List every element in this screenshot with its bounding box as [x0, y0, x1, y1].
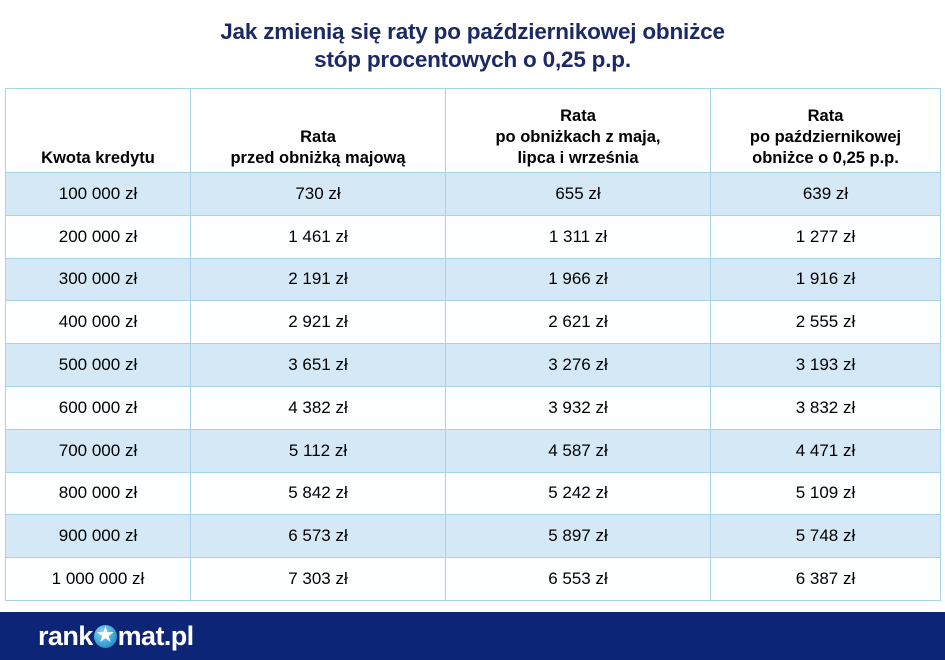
cell-after-may-jul-sep: 655 zł — [445, 172, 711, 216]
logo-text-before: rank — [38, 620, 93, 651]
table-header: Kwota kredytu Rata przed obniżką majową … — [5, 88, 941, 173]
star-icon-glyph: ★ — [96, 624, 114, 646]
cell-loan-amount: 100 000 zł — [5, 172, 191, 216]
cell-after-october: 639 zł — [710, 172, 941, 216]
column-header-after-october-line-3: obniżce o 0,25 p.p. — [752, 149, 899, 167]
cell-loan-amount: 300 000 zł — [5, 257, 191, 302]
table-row: 500 000 zł 3 651 zł 3 276 zł 3 193 zł — [5, 343, 941, 387]
cell-after-october: 5 109 zł — [710, 471, 941, 516]
cell-after-october: 3 832 zł — [710, 385, 941, 430]
table-body: 100 000 zł 730 zł 655 zł 639 zł 200 000 … — [5, 172, 941, 601]
cell-after-october: 6 387 zł — [710, 557, 941, 601]
column-header-after-october-line-1: Rata — [807, 107, 844, 125]
cell-after-october: 5 748 zł — [710, 514, 941, 559]
cell-before-may: 1 461 zł — [190, 214, 446, 259]
cell-after-october: 3 193 zł — [710, 343, 941, 387]
cell-loan-amount: 600 000 zł — [5, 385, 191, 430]
rankomat-logo[interactable]: rank ★ mat.pl — [38, 621, 194, 652]
page-title-line-1: Jak zmienią się raty po październikowej … — [220, 19, 725, 44]
column-header-before-may-line-1: Rata — [300, 128, 336, 146]
rates-table: Kwota kredytu Rata przed obniżką majową … — [5, 88, 941, 601]
cell-after-may-jul-sep: 1 966 zł — [445, 257, 711, 302]
table-row: 1 000 000 zł 7 303 zł 6 553 zł 6 387 zł — [5, 557, 941, 601]
cell-loan-amount: 900 000 zł — [5, 514, 191, 559]
cell-after-october: 1 916 zł — [710, 257, 941, 302]
cell-after-may-jul-sep: 5 242 zł — [445, 471, 711, 516]
cell-loan-amount: 1 000 000 zł — [5, 557, 191, 601]
cell-before-may: 3 651 zł — [190, 343, 446, 387]
cell-loan-amount: 700 000 zł — [5, 428, 191, 473]
column-header-after-may-jul-sep-line-3: lipca i września — [517, 149, 639, 167]
cell-before-may: 6 573 zł — [190, 514, 446, 559]
cell-after-may-jul-sep: 6 553 zł — [445, 557, 711, 601]
logo-text-after: mat.pl — [117, 620, 195, 651]
cell-after-may-jul-sep: 1 311 zł — [445, 214, 711, 259]
cell-before-may: 7 303 zł — [190, 557, 446, 601]
column-header-after-october: Rata po październikowej obniżce o 0,25 p… — [710, 88, 941, 173]
cell-loan-amount: 500 000 zł — [5, 343, 191, 387]
cell-before-may: 2 191 zł — [190, 257, 446, 302]
cell-after-may-jul-sep: 4 587 zł — [445, 428, 711, 473]
table-row: 400 000 zł 2 921 zł 2 621 zł 2 555 zł — [5, 300, 941, 345]
cell-after-october: 2 555 zł — [710, 300, 941, 345]
cell-loan-amount: 800 000 zł — [5, 471, 191, 516]
cell-after-may-jul-sep: 3 932 zł — [445, 385, 711, 430]
cell-before-may: 5 842 zł — [190, 471, 446, 516]
footer-band: rank ★ mat.pl — [0, 612, 945, 660]
column-header-loan-amount-line-1: Kwota kredytu — [41, 149, 155, 167]
table-header-row: Kwota kredytu Rata przed obniżką majową … — [5, 88, 941, 173]
column-header-after-may-jul-sep-line-1: Rata — [560, 107, 596, 125]
column-header-before-may: Rata przed obniżką majową — [190, 88, 446, 173]
cell-before-may: 2 921 zł — [190, 300, 446, 345]
table-row: 200 000 zł 1 461 zł 1 311 zł 1 277 zł — [5, 214, 941, 259]
star-icon: ★ — [93, 624, 117, 648]
table-row: 100 000 zł 730 zł 655 zł 639 zł — [5, 172, 941, 216]
table-row: 800 000 zł 5 842 zł 5 242 zł 5 109 zł — [5, 471, 941, 516]
cell-after-may-jul-sep: 5 897 zł — [445, 514, 711, 559]
cell-after-may-jul-sep: 2 621 zł — [445, 300, 711, 345]
page-title: Jak zmienią się raty po październikowej … — [0, 0, 945, 74]
column-header-before-may-line-2: przed obniżką majową — [230, 149, 406, 167]
table-row: 600 000 zł 4 382 zł 3 932 zł 3 832 zł — [5, 385, 941, 430]
page-title-line-2: stóp procentowych o 0,25 p.p. — [314, 47, 631, 72]
rates-table-container: Kwota kredytu Rata przed obniżką majową … — [5, 88, 941, 601]
column-header-after-may-jul-sep: Rata po obniżkach z maja, lipca i wrześn… — [445, 88, 711, 173]
cell-after-may-jul-sep: 3 276 zł — [445, 343, 711, 387]
cell-before-may: 730 zł — [190, 172, 446, 216]
table-row: 900 000 zł 6 573 zł 5 897 zł 5 748 zł — [5, 514, 941, 559]
cell-loan-amount: 200 000 zł — [5, 214, 191, 259]
column-header-loan-amount: Kwota kredytu — [5, 88, 191, 173]
cell-before-may: 5 112 zł — [190, 428, 446, 473]
cell-after-october: 4 471 zł — [710, 428, 941, 473]
cell-before-may: 4 382 zł — [190, 385, 446, 430]
column-header-after-october-line-2: po październikowej — [749, 128, 902, 146]
table-row: 300 000 zł 2 191 zł 1 966 zł 1 916 zł — [5, 257, 941, 302]
cell-loan-amount: 400 000 zł — [5, 300, 191, 345]
cell-after-october: 1 277 zł — [710, 214, 941, 259]
table-row: 700 000 zł 5 112 zł 4 587 zł 4 471 zł — [5, 428, 941, 473]
column-header-after-may-jul-sep-line-2: po obniżkach z maja, — [495, 128, 661, 146]
star-icon-circle — [93, 624, 117, 648]
